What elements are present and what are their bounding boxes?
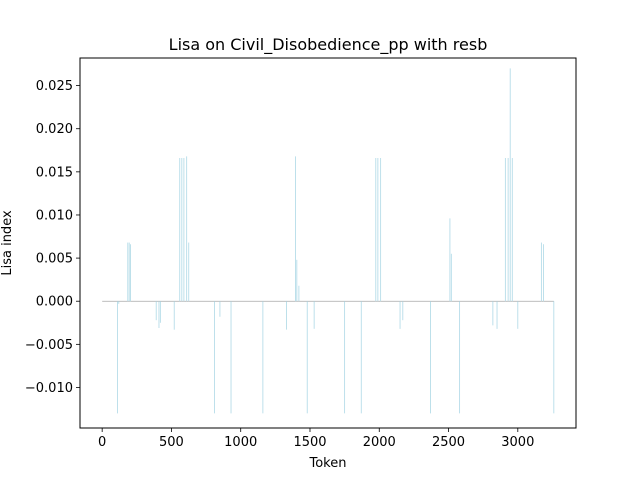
y-axis-label: Lisa index xyxy=(0,210,15,276)
x-axis-label: Token xyxy=(309,456,347,471)
x-tick-label: 1000 xyxy=(224,435,257,450)
y-tick-label: 0.025 xyxy=(36,79,73,94)
y-tick-label: 0.000 xyxy=(36,295,73,310)
y-tick-label: 0.020 xyxy=(36,122,73,137)
y-tick-label: 0.005 xyxy=(36,252,73,267)
y-tick-label: −0.005 xyxy=(25,338,73,353)
y-tick-label: 0.015 xyxy=(36,165,73,180)
x-tick-label: 2500 xyxy=(432,435,465,450)
x-tick-label: 0 xyxy=(98,435,106,450)
y-tick-label: −0.010 xyxy=(25,381,73,396)
y-axis: −0.010 −0.005 0.000 0.005 0.010 0.015 0.020 0.0… xyxy=(25,79,80,396)
y-tick-label: 0.010 xyxy=(36,208,73,223)
x-tick-label: 1500 xyxy=(293,435,326,450)
chart-title: Lisa on Civil_Disobedience_pp with resb xyxy=(169,35,488,55)
x-axis: 0 500 1000 1500 2000 2500 3000 xyxy=(98,428,534,450)
x-tick-label: 500 xyxy=(159,435,184,450)
chart-marks xyxy=(102,68,555,414)
x-tick-label: 3000 xyxy=(501,435,534,450)
plot-frame xyxy=(79,57,577,429)
x-tick-label: 2000 xyxy=(363,435,396,450)
